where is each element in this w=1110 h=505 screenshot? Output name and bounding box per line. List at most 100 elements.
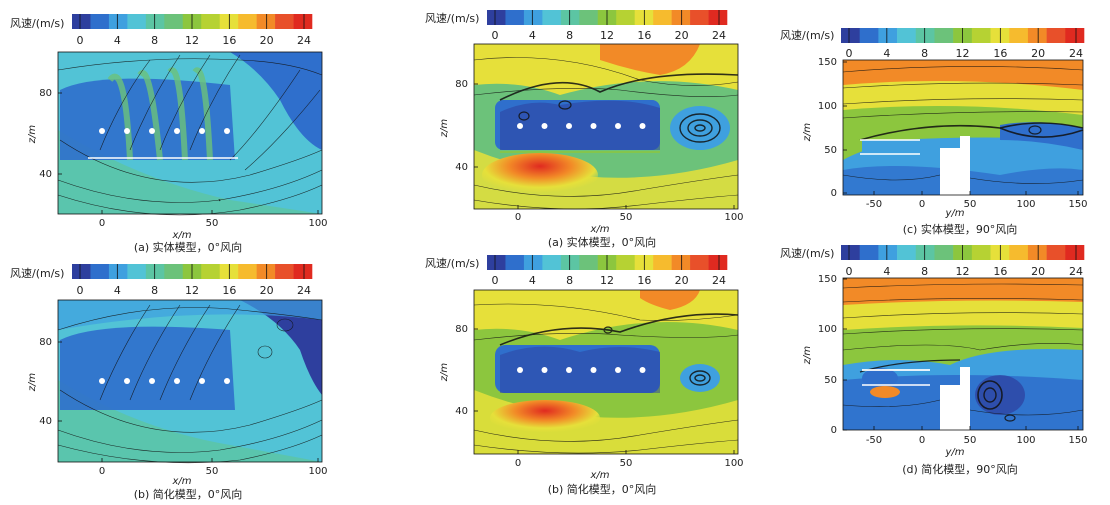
- colorbar-swatch: [859, 28, 879, 43]
- x-tick-label: 100: [308, 218, 327, 229]
- colorbar-tick-label: 24: [712, 29, 726, 42]
- colorbar-ticks: 0 4 8 12 16 20 24: [77, 284, 312, 297]
- node-marker: [541, 123, 548, 129]
- colorbar-swatch: [238, 264, 257, 279]
- colorbar-swatch: [690, 10, 709, 25]
- x-tick-label: 100: [308, 466, 327, 477]
- colorbar-swatch: [616, 10, 635, 25]
- x-tick-label: 100: [1016, 435, 1035, 446]
- caption: (b) 简化模型，0°风向: [548, 482, 657, 496]
- plot-frame: [57, 299, 323, 463]
- panel-b2: 风速/(m/s) 0 4 8 12 16 20 24: [425, 255, 744, 496]
- colorbar-swatch: [523, 10, 543, 25]
- colorbar-tick-label: 16: [222, 284, 236, 297]
- colorbar-tick-label: 0: [846, 265, 853, 278]
- plot-frame: [473, 43, 739, 210]
- x-tick-label: 50: [964, 435, 977, 446]
- colorbar-tick-label: 20: [1031, 265, 1045, 278]
- colorbar-swatch: [1046, 245, 1066, 260]
- colorbar-b2: 风速/(m/s) 0 4 8 12 16 20 24: [425, 255, 728, 287]
- y-tick-label: 150: [818, 57, 837, 68]
- x-tick-labels: -50 0 50 100 150: [866, 199, 1088, 210]
- colorbar-tick-label: 4: [529, 274, 536, 287]
- colorbar-swatch: [487, 255, 506, 270]
- colorbar-swatch: [579, 10, 599, 25]
- node-marker: [224, 378, 230, 384]
- colorbar-tick-label: 20: [260, 34, 274, 47]
- colorbar-swatches: [841, 28, 1085, 43]
- colorbar-tick-label: 16: [993, 47, 1007, 60]
- x-tick-label: 50: [620, 212, 633, 223]
- colorbar-ticks: 0 4 8 12 16 20 24: [77, 34, 312, 47]
- colorbar-tick-label: 8: [566, 274, 573, 287]
- x-tick-labels: 0 50 100: [99, 466, 328, 477]
- colorbar-tick-label: 20: [260, 284, 274, 297]
- plot-frame: [57, 51, 323, 215]
- colorbar-swatch: [878, 28, 898, 43]
- axes-box: [473, 289, 739, 455]
- colorbar-swatch: [1009, 245, 1029, 260]
- axes-box: [842, 277, 1084, 431]
- x-tick-label: 0: [99, 218, 105, 229]
- node-marker: [99, 128, 105, 134]
- panel-d: 风速/(m/s) 0 4 8 12 16 20 24: [780, 245, 1088, 476]
- caption: (a) 实体模型，0°风向: [134, 240, 242, 254]
- y-tick-label: 80: [455, 324, 468, 335]
- plot-c: [842, 60, 1084, 195]
- x-tick-label: -50: [866, 199, 882, 210]
- colorbar-swatch: [505, 255, 525, 270]
- y-tick-label: 100: [818, 101, 837, 112]
- colorbar-tick-label: 4: [883, 265, 890, 278]
- x-tick-label: 100: [1016, 199, 1035, 210]
- colorbar-swatch: [201, 264, 220, 279]
- colorbar-swatch: [256, 264, 276, 279]
- axes-box: [57, 51, 323, 215]
- y-axis-label: z/m: [802, 346, 813, 366]
- colorbar-tick-label: 8: [921, 265, 928, 278]
- colorbar-swatch: [238, 14, 257, 29]
- colorbar-tick-label: 12: [600, 29, 614, 42]
- colorbar-swatch: [256, 14, 276, 29]
- colorbar-tick-label: 4: [883, 47, 890, 60]
- colorbar-swatch: [523, 255, 543, 270]
- y-tick-label: 40: [455, 406, 468, 417]
- colorbar-swatch: [164, 14, 184, 29]
- colorbar-swatch: [897, 28, 917, 43]
- node-marker: [639, 367, 646, 373]
- colorbar-swatches: [72, 14, 313, 29]
- node-marker: [199, 378, 205, 384]
- colorbar-tick-label: 8: [921, 47, 928, 60]
- x-tick-label: -50: [866, 435, 882, 446]
- colorbar-label: 风速/(m/s): [780, 247, 834, 260]
- colorbar-swatch: [90, 14, 110, 29]
- colorbar-label: 风速/(m/s): [10, 17, 64, 30]
- colorbar-tick-label: 24: [1069, 265, 1083, 278]
- colorbar-tick-label: 0: [77, 284, 84, 297]
- colorbar-swatch: [915, 28, 935, 43]
- colorbar-swatch: [560, 255, 580, 270]
- x-tick-label: 50: [620, 458, 633, 469]
- x-tick-label: 150: [1068, 199, 1087, 210]
- x-axis-label: y/m: [944, 208, 964, 219]
- plot-frame: [842, 277, 1084, 431]
- x-tick-label: 100: [724, 458, 743, 469]
- node-marker: [590, 123, 597, 129]
- colorbar-swatch: [971, 28, 991, 43]
- node-marker: [517, 367, 523, 373]
- colorbar-tick-label: 4: [529, 29, 536, 42]
- colorbar-tick-label: 16: [993, 265, 1007, 278]
- colorbar-tick-label: 12: [185, 284, 199, 297]
- plot-b2: [473, 290, 739, 454]
- colorbar-swatch: [90, 264, 110, 279]
- y-tick-labels: 40 80: [39, 337, 52, 427]
- x-tick-label: 0: [919, 199, 925, 210]
- y-tick-label: 80: [39, 88, 52, 99]
- colorbar-swatch: [542, 10, 562, 25]
- colorbar-swatches: [487, 255, 728, 270]
- node-marker: [615, 123, 621, 129]
- colorbar-tick-label: 8: [151, 34, 158, 47]
- axes-box: [57, 299, 323, 463]
- node-marker: [99, 378, 105, 384]
- colorbar-swatch: [897, 245, 917, 260]
